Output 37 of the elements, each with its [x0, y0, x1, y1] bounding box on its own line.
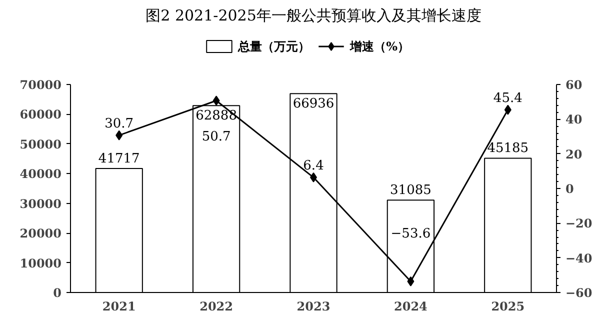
x-tick-label: 2025 — [491, 300, 525, 314]
y2-tick-label: 40 — [566, 112, 582, 127]
data-label: 66936 — [292, 96, 334, 112]
data-label: 31085 — [390, 183, 432, 198]
y-tick-label: 10000 — [20, 256, 62, 270]
point — [407, 276, 414, 286]
y-tick-label: 70000 — [20, 78, 62, 92]
y-tick-label: 50000 — [20, 137, 62, 152]
data-label: 50.7 — [202, 130, 231, 145]
y-tick-label: 20000 — [20, 226, 62, 241]
data-label: 41717 — [98, 152, 140, 167]
x-tick-label: 2023 — [296, 300, 330, 314]
data-label: −53.6 — [390, 226, 431, 242]
y2-tick-label: 20 — [566, 147, 582, 162]
legend-label: 总量（万元） — [237, 40, 310, 54]
data-label: 62888 — [196, 108, 237, 124]
data-label: 30.7 — [104, 116, 134, 132]
y-tick-label: 40000 — [20, 167, 62, 182]
point — [212, 96, 220, 106]
data-label: 45.4 — [493, 90, 522, 106]
y2-tick-label: 60 — [566, 78, 582, 92]
y2-tick-label: −20 — [566, 216, 592, 231]
x-tick-label: 2021 — [102, 300, 136, 314]
y2-tick-label: −40 — [566, 251, 592, 266]
data-label: 45185 — [487, 141, 529, 156]
y-tick-label: 0 — [53, 286, 62, 300]
point — [116, 130, 123, 140]
y2-tick-label: −60 — [566, 286, 592, 300]
y2-tick-label: 0 — [566, 182, 574, 196]
data-label: 6.4 — [303, 158, 324, 174]
x-tick-label: 2022 — [200, 300, 234, 314]
legend-label: 增速（%） — [349, 40, 410, 54]
x-tick-label: 2024 — [394, 300, 428, 314]
y-tick-label: 60000 — [20, 108, 62, 122]
point — [504, 104, 512, 115]
y-tick-label: 30000 — [20, 196, 62, 211]
chart-title: 图2 2021-2025年一般公共预算收入及其增长速度 — [146, 6, 482, 24]
